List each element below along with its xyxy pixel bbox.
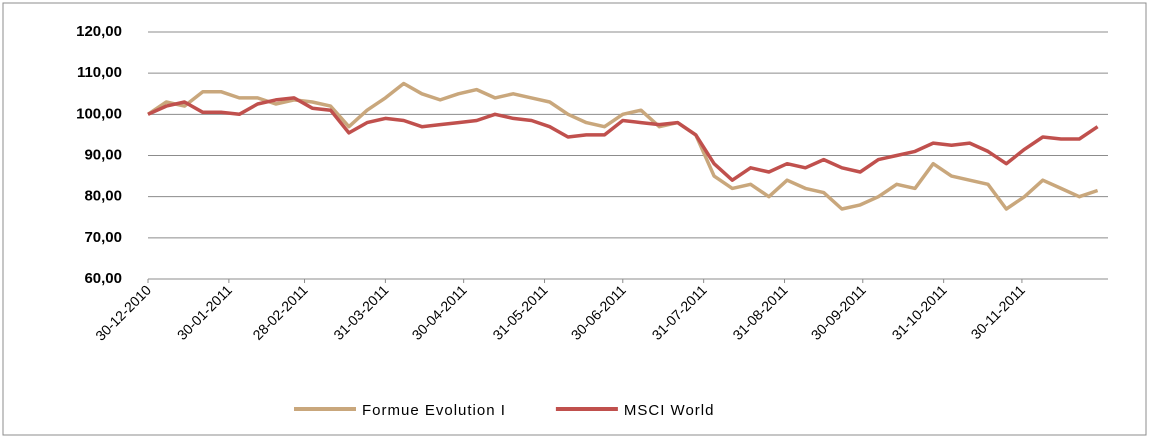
legend-label: MSCI World (624, 402, 715, 419)
y-tick-label: 120,00 (76, 23, 122, 40)
y-tick-label: 60,00 (84, 270, 122, 287)
y-tick-label: 100,00 (76, 105, 122, 122)
y-tick-label: 90,00 (84, 146, 122, 163)
data-line (147, 96, 1099, 182)
legend-label: Formue Evolution I (362, 402, 506, 419)
y-tick-label: 110,00 (77, 64, 122, 81)
y-tick-label: 70,00 (84, 229, 122, 246)
y-tick-label: 80,00 (84, 188, 122, 205)
data-line (147, 81, 1099, 211)
